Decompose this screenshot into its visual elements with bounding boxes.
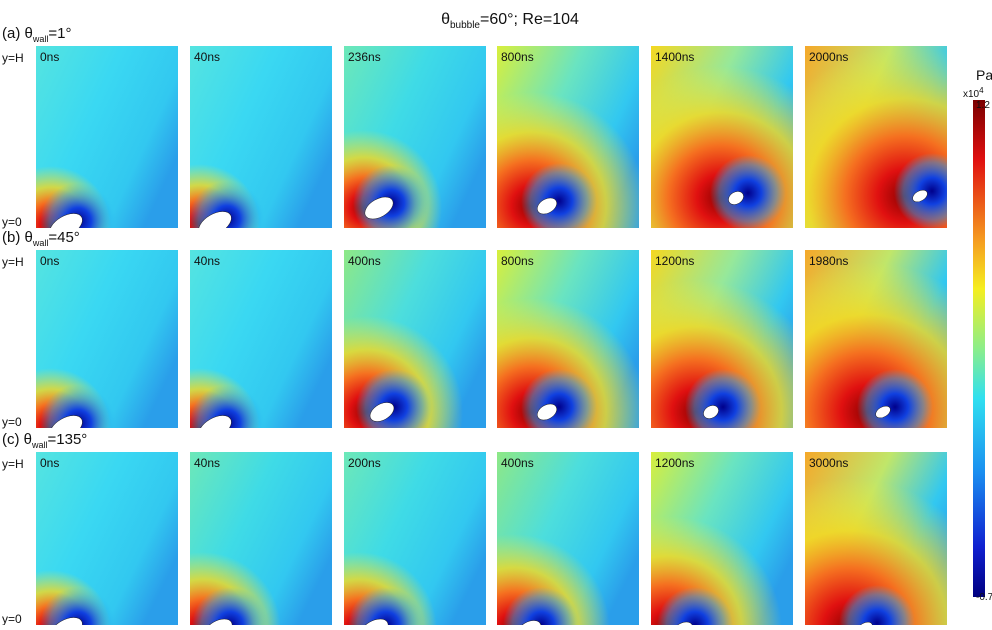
contour-panel <box>190 46 332 228</box>
time-label: 800ns <box>501 50 534 64</box>
y-top-label: y=H <box>2 51 24 65</box>
row-label-value: =135° <box>48 431 88 448</box>
row-label-text: (b) θ <box>2 229 33 246</box>
time-label: 40ns <box>194 456 220 470</box>
bubble <box>875 405 891 419</box>
colorbar-exponent: x104 <box>963 86 984 100</box>
low-pressure-region <box>344 452 486 625</box>
low-pressure-region <box>805 46 947 228</box>
low-pressure-region <box>497 46 639 228</box>
row-label-text: (a) θ <box>2 25 33 42</box>
bubble <box>364 196 394 220</box>
contour-panel <box>651 250 793 428</box>
contour-panel <box>497 452 639 625</box>
time-label: 1400ns <box>655 50 694 64</box>
y-top-label: y=H <box>2 255 24 269</box>
time-label: 400ns <box>348 254 381 268</box>
y-bottom-label: y=0 <box>2 415 22 429</box>
time-label: 1980ns <box>809 254 848 268</box>
row-label-subscript: wall <box>32 34 49 44</box>
row-label: (a) θwall=1° <box>2 25 71 44</box>
contour-panel <box>497 250 639 428</box>
low-pressure-region <box>651 46 793 228</box>
low-pressure-region <box>805 250 947 428</box>
row-label-subscript: wall <box>32 238 49 248</box>
colorbar <box>973 100 985 597</box>
y-top-label: y=H <box>2 457 24 471</box>
title-symbol: θ <box>441 11 450 28</box>
row-label-subscript: wall <box>31 440 48 450</box>
bubble <box>537 403 557 421</box>
row-label-text: (c) θ <box>2 431 32 448</box>
title-rest: =60°; Re=104 <box>480 11 579 28</box>
exponent-base: x10 <box>963 89 980 100</box>
contour-panel <box>651 452 793 625</box>
bubble <box>703 405 719 419</box>
low-pressure-region <box>190 46 332 228</box>
low-pressure-region <box>497 452 639 625</box>
time-label: 800ns <box>501 254 534 268</box>
colorbar-min: -0.7 <box>976 592 992 603</box>
low-pressure-region <box>36 452 178 625</box>
contour-panel <box>344 452 486 625</box>
bubble <box>198 415 232 428</box>
y-bottom-label: y=0 <box>2 612 22 625</box>
y-bottom-label: y=0 <box>2 215 22 229</box>
row-label: (c) θwall=135° <box>2 431 87 450</box>
time-label: 40ns <box>194 50 220 64</box>
bubble <box>369 402 395 422</box>
colorbar-max: 1.2 <box>976 100 990 111</box>
time-label: 200ns <box>348 456 381 470</box>
title-subscript: bubble <box>450 20 480 31</box>
bubble <box>516 620 542 625</box>
contour-panel <box>190 452 332 625</box>
time-label: 0ns <box>40 254 59 268</box>
low-pressure-region <box>497 250 639 428</box>
contour-panel <box>805 250 947 428</box>
low-pressure-region <box>805 452 947 625</box>
low-pressure-region <box>36 250 178 428</box>
low-pressure-region <box>651 250 793 428</box>
contour-panel <box>805 46 947 228</box>
bubble <box>49 415 83 428</box>
low-pressure-region <box>190 452 332 625</box>
low-pressure-region <box>344 250 486 428</box>
bubble <box>857 621 873 625</box>
exponent: 4 <box>979 86 984 95</box>
low-pressure-region <box>190 250 332 428</box>
contour-panel <box>36 46 178 228</box>
bubble <box>537 197 557 215</box>
row-label: (b) θwall=45° <box>2 229 80 248</box>
contour-panel <box>190 250 332 428</box>
bubble <box>49 213 83 228</box>
time-label: 3000ns <box>809 456 848 470</box>
bubble <box>49 617 83 625</box>
contour-panel <box>497 46 639 228</box>
figure-title: θbubble=60°; Re=104 <box>441 11 579 31</box>
bubble <box>912 189 928 203</box>
time-label: 1200ns <box>655 254 694 268</box>
row-label-value: =1° <box>48 25 71 42</box>
time-label: 0ns <box>40 456 59 470</box>
contour-panel <box>36 452 178 625</box>
time-label: 0ns <box>40 50 59 64</box>
contour-panel <box>36 250 178 428</box>
time-label: 236ns <box>348 50 381 64</box>
time-label: 40ns <box>194 254 220 268</box>
colorbar-unit: Pa <box>976 67 992 83</box>
contour-panel <box>805 452 947 625</box>
contour-panel <box>344 46 486 228</box>
bubble <box>728 191 744 205</box>
low-pressure-region <box>36 46 178 228</box>
row-label-value: =45° <box>48 229 79 246</box>
contour-panel <box>344 250 486 428</box>
time-label: 1200ns <box>655 456 694 470</box>
time-label: 2000ns <box>809 50 848 64</box>
low-pressure-region <box>651 452 793 625</box>
contour-panel <box>651 46 793 228</box>
bubble <box>198 211 232 228</box>
time-label: 400ns <box>501 456 534 470</box>
low-pressure-region <box>344 46 486 228</box>
